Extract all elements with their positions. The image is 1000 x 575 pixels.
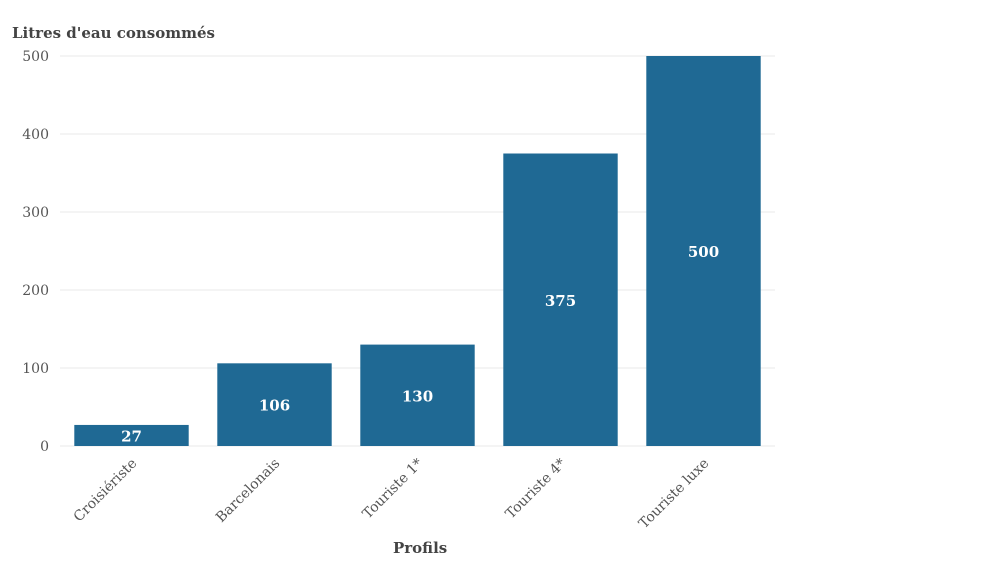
y-tick-label: 0 <box>40 439 49 455</box>
bars <box>74 56 761 447</box>
y-tick-label: 500 <box>22 49 49 65</box>
data-label: 500 <box>688 243 719 261</box>
bar[interactable] <box>217 363 332 446</box>
x-axis-ticks: Croisiériste Barcelonais Touriste 1* Touris… <box>71 456 713 532</box>
x-tick-label: Touriste 1* <box>360 456 427 523</box>
y-axis-title: Litres d'eau consommés <box>12 24 215 42</box>
data-label: 106 <box>259 397 290 415</box>
y-tick-label: 200 <box>22 283 49 299</box>
data-label: 130 <box>402 387 433 405</box>
data-labels: 27 106 130 375 500 <box>121 243 719 445</box>
x-tick-label: Barcelonais <box>213 456 283 526</box>
y-tick-label: 400 <box>22 127 49 143</box>
bar[interactable] <box>503 153 618 447</box>
bar[interactable] <box>360 344 475 446</box>
y-tick-label: 100 <box>22 361 49 377</box>
y-axis-ticks: 0 100 200 300 400 500 <box>22 49 49 455</box>
x-axis-title: Profils <box>393 539 448 557</box>
data-label: 27 <box>121 427 142 445</box>
x-tick-label: Touriste 4* <box>503 456 570 523</box>
bar[interactable] <box>646 56 761 446</box>
bar[interactable] <box>74 424 189 446</box>
data-label: 375 <box>545 292 576 310</box>
x-tick-label: Croisiériste <box>71 456 141 526</box>
y-tick-label: 300 <box>22 205 49 221</box>
x-tick-label: Touriste luxe <box>636 456 712 532</box>
